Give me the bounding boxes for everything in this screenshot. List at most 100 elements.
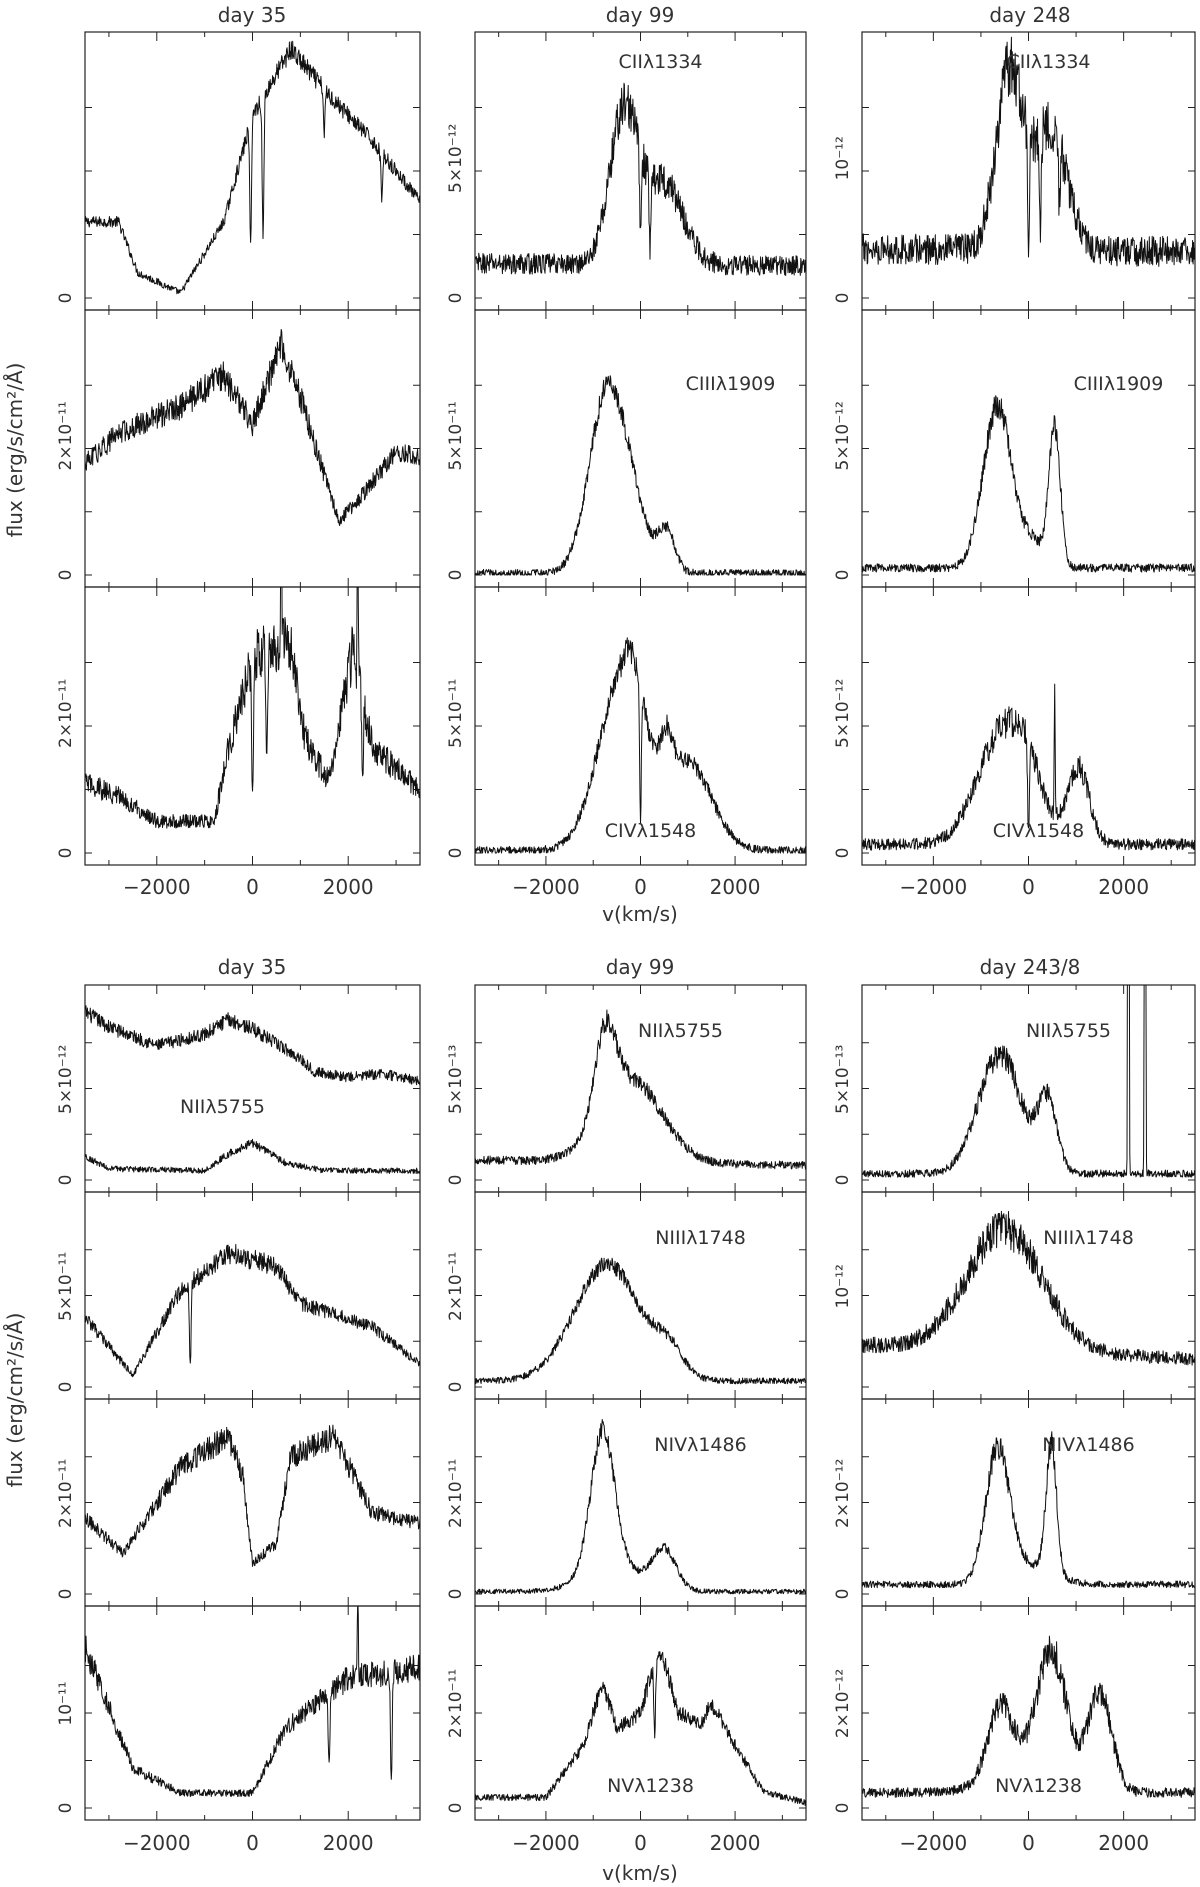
y-tick-label: 0 bbox=[446, 1589, 466, 1600]
panel-nitrogen-r0-c0: 0 5×10⁻¹² NIIλ5755 bbox=[56, 984, 421, 1193]
y-tick-label: 0 bbox=[833, 293, 853, 304]
panel-nitrogen-r3-c1: 0 2×10⁻¹¹ NVλ1238 −2000 0 2000 bbox=[446, 1605, 807, 1855]
panel-frame bbox=[861, 984, 1196, 1193]
panel-frame bbox=[474, 309, 807, 588]
panel-nitrogen-r3-c2: 0 2×10⁻¹² NVλ1238 −2000 0 2000 bbox=[833, 1605, 1196, 1855]
xlabel-top: v(km/s) bbox=[602, 902, 678, 926]
y-tick-label: 0 bbox=[56, 1589, 76, 1600]
panel-frame bbox=[861, 1191, 1196, 1400]
x-tick-label: 0 bbox=[1022, 1831, 1035, 1855]
spectrum-line bbox=[475, 637, 806, 854]
line-id-label: CIIλ1334 bbox=[618, 51, 702, 73]
x-tick-label: 0 bbox=[246, 1831, 259, 1855]
y-tick-label: 5×10⁻¹³ bbox=[446, 1045, 466, 1114]
spectrum-line-secondary bbox=[85, 1138, 420, 1174]
line-id-label: CIVλ1548 bbox=[605, 820, 696, 842]
panel-nitrogen-r2-c2: 0 2×10⁻¹² NIVλ1486 bbox=[833, 1398, 1196, 1607]
y-tick-label: 2×10⁻¹¹ bbox=[56, 401, 76, 470]
y-tick-label: 5×10⁻¹¹ bbox=[446, 401, 466, 470]
y-tick-label: 10⁻¹¹ bbox=[56, 1681, 76, 1725]
y-tick-label: 5×10⁻¹² bbox=[833, 679, 853, 748]
panel-frame bbox=[861, 1398, 1196, 1607]
x-tick-label: −2000 bbox=[512, 875, 580, 899]
line-id-label: CIIλ1334 bbox=[1006, 51, 1090, 73]
spectrum-line bbox=[475, 1009, 806, 1170]
y-tick-label: 5×10⁻¹² bbox=[833, 401, 853, 470]
panel-nitrogen-r1-c0: 0 5×10⁻¹¹ bbox=[56, 1191, 421, 1400]
panel-carbon-r2-c2: 0 5×10⁻¹² CIVλ1548 −2000 0 2000 bbox=[833, 586, 1196, 899]
x-tick-label: −2000 bbox=[123, 875, 191, 899]
panel-carbon-r2-c1: 0 5×10⁻¹¹ CIVλ1548 −2000 0 2000 bbox=[446, 586, 807, 899]
header-top-col-1: day 35 bbox=[218, 3, 287, 27]
y-tick-label: 0 bbox=[446, 1175, 466, 1186]
ylabel-bottom: flux (erg/cm²/s/Å) bbox=[3, 1313, 27, 1488]
y-tick-label: 0 bbox=[446, 570, 466, 581]
panel-nitrogen-r2-c0: 0 2×10⁻¹¹ bbox=[56, 1398, 421, 1607]
y-tick-label: 0 bbox=[56, 848, 76, 859]
y-tick-label: 2×10⁻¹¹ bbox=[446, 1459, 466, 1528]
line-id-label: CIIIλ1909 bbox=[1074, 373, 1164, 395]
line-id-label: NIVλ1486 bbox=[1042, 1434, 1134, 1456]
y-tick-label: 5×10⁻¹¹ bbox=[446, 679, 466, 748]
line-id-label: NIVλ1486 bbox=[654, 1434, 746, 1456]
spectrum-line bbox=[85, 1244, 420, 1378]
panel-nitrogen-r1-c2: 10⁻¹² NIIIλ1748 bbox=[833, 1191, 1196, 1400]
y-tick-label: 0 bbox=[56, 1382, 76, 1393]
panel-frame bbox=[861, 31, 1196, 311]
spectrum-line bbox=[475, 82, 806, 276]
spectrum-line bbox=[475, 1257, 806, 1385]
y-tick-label: 2×10⁻¹¹ bbox=[446, 1669, 466, 1738]
y-tick-label: 0 bbox=[833, 1589, 853, 1600]
y-tick-label: 5×10⁻¹¹ bbox=[56, 1252, 76, 1321]
spectrum-line bbox=[862, 1431, 1195, 1589]
x-tick-label: −2000 bbox=[900, 1831, 968, 1855]
y-tick-label: 5×10⁻¹² bbox=[56, 1045, 76, 1114]
y-tick-label: 0 bbox=[446, 848, 466, 859]
panel-carbon-r2-c0: 0 2×10⁻¹¹ −2000 0 2000 bbox=[56, 586, 421, 899]
panel-frame bbox=[84, 1605, 421, 1821]
spectrum-line bbox=[85, 329, 420, 526]
y-tick-label: 10⁻¹² bbox=[833, 136, 853, 180]
panel-frame bbox=[84, 984, 421, 1193]
y-tick-label: 2×10⁻¹¹ bbox=[446, 1252, 466, 1321]
panel-carbon-r1-c0: 0 2×10⁻¹¹ bbox=[56, 309, 421, 588]
line-id-label: NIIIλ1748 bbox=[1043, 1227, 1134, 1249]
panel-nitrogen-r3-c0: 0 10⁻¹¹ −2000 0 2000 bbox=[56, 1605, 421, 1855]
y-tick-label: 2×10⁻¹² bbox=[833, 1669, 853, 1738]
line-id-label: NIIλ5755 bbox=[638, 1020, 723, 1042]
x-tick-label: 0 bbox=[246, 875, 259, 899]
x-tick-label: −2000 bbox=[900, 875, 968, 899]
panel-carbon-r0-c1: 0 5×10⁻¹² CIIλ1334 bbox=[446, 31, 807, 311]
spectrum-line bbox=[862, 395, 1195, 573]
panel-frame bbox=[84, 31, 421, 311]
panel-carbon-r0-c0: 0 bbox=[56, 31, 421, 311]
panel-nitrogen-r2-c1: 0 2×10⁻¹¹ NIVλ1486 bbox=[446, 1398, 807, 1607]
header-bottom-col-1: day 35 bbox=[218, 955, 287, 979]
y-tick-label: 0 bbox=[56, 1803, 76, 1814]
panel-frame bbox=[861, 309, 1196, 588]
line-id-label: CIVλ1548 bbox=[993, 820, 1084, 842]
spectrum-line bbox=[862, 1635, 1195, 1798]
panel-carbon-r0-c2: 0 10⁻¹² CIIλ1334 bbox=[833, 31, 1196, 311]
panel-frame bbox=[84, 309, 421, 588]
x-tick-label: 2000 bbox=[1098, 875, 1149, 899]
y-tick-label: 0 bbox=[833, 848, 853, 859]
spectrum-line bbox=[85, 587, 420, 829]
x-tick-label: 2000 bbox=[323, 1831, 374, 1855]
spectrum-line bbox=[85, 1005, 420, 1086]
x-tick-label: 2000 bbox=[710, 875, 761, 899]
header-bottom-col-2: day 99 bbox=[606, 955, 675, 979]
header-top-col-2: day 99 bbox=[606, 3, 675, 27]
ylabel-top: flux (erg/s/cm²/Å) bbox=[3, 363, 27, 538]
line-id-label: NIIλ5755 bbox=[180, 1096, 265, 1118]
xlabel-bottom: v(km/s) bbox=[602, 1861, 678, 1885]
header-top-col-3: day 248 bbox=[989, 3, 1070, 27]
panel-nitrogen-r0-c2: 0 5×10⁻¹³ NIIλ5755 bbox=[833, 984, 1196, 1193]
y-tick-label: 5×10⁻¹² bbox=[446, 124, 466, 193]
spectrum-line bbox=[475, 375, 806, 576]
x-tick-label: 2000 bbox=[1098, 1831, 1149, 1855]
panel-nitrogen-r1-c1: 0 2×10⁻¹¹ NIIIλ1748 bbox=[446, 1191, 807, 1400]
line-id-label: NVλ1238 bbox=[995, 1775, 1082, 1797]
x-tick-label: 0 bbox=[634, 1831, 647, 1855]
y-tick-label: 2×10⁻¹² bbox=[833, 1459, 853, 1528]
